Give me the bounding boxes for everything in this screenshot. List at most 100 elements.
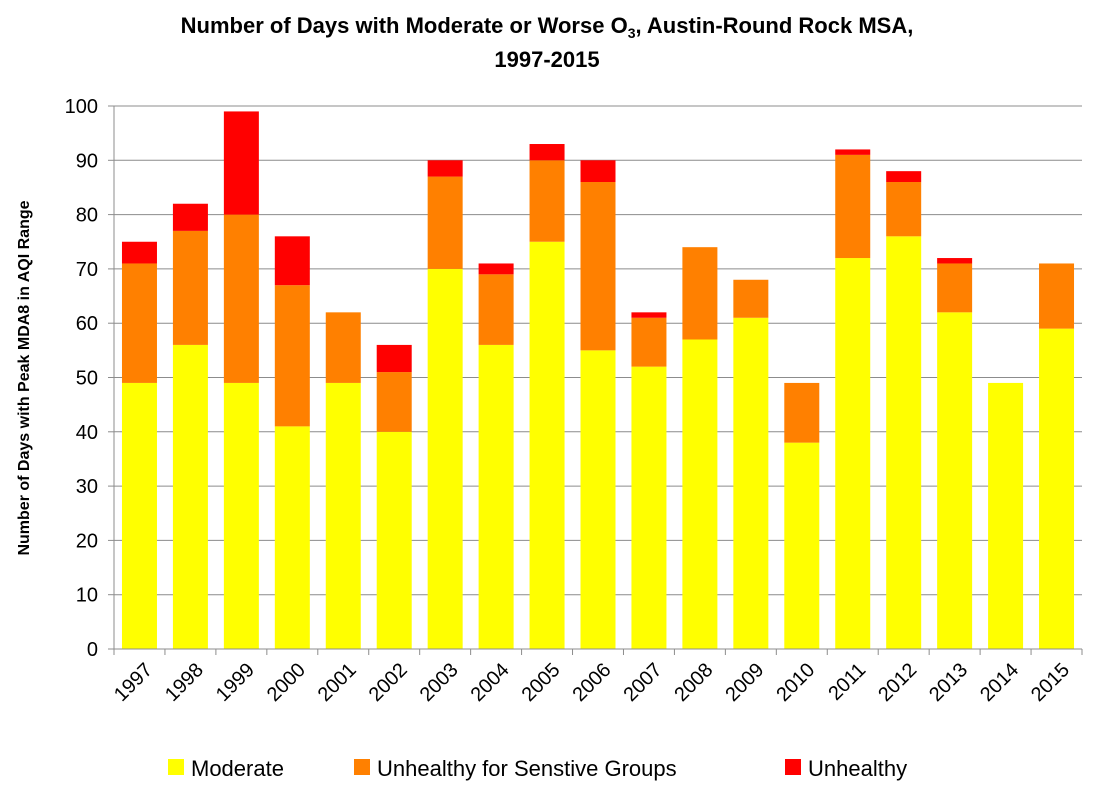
chart-title: Number of Days with Moderate or Worse O3… [0, 10, 1094, 75]
bar-segment [376, 372, 412, 432]
bar-segment [886, 182, 922, 237]
bar-segment [274, 426, 310, 649]
bar-segment [274, 236, 310, 286]
x-tick-label: 2014 [976, 659, 1023, 706]
bar-segment [376, 344, 412, 373]
legend-label: Moderate [191, 756, 284, 781]
bar-segment [937, 263, 973, 313]
bar-segment [835, 258, 871, 649]
bar-segment [427, 268, 463, 649]
bar-segment [886, 171, 922, 183]
bar-segment [682, 339, 718, 649]
x-tick-label: 2010 [772, 659, 819, 706]
legend: Moderate Unhealthy for Senstive Groups Unh… [168, 756, 907, 781]
y-tick-label: 90 [76, 150, 98, 172]
x-tick-label: 2004 [467, 659, 514, 706]
bar-segment [937, 312, 973, 649]
bar-segment [325, 312, 361, 383]
legend-item: Unhealthy for Senstive Groups [354, 756, 677, 781]
x-tick-label: 2013 [925, 659, 972, 706]
title-text: Number of Days with Moderate or Worse O [180, 13, 628, 38]
bar-segment [376, 431, 412, 649]
legend-label: Unhealthy for Senstive Groups [377, 756, 677, 781]
bar-segment [1039, 328, 1075, 649]
y-tick-label: 40 [76, 422, 98, 444]
bar-segment [121, 382, 157, 649]
x-tick-label: 1999 [212, 659, 259, 706]
bar-segment [427, 160, 463, 177]
y-tick-label: 50 [76, 368, 98, 390]
bar-segment [529, 144, 565, 161]
bar-segment [580, 182, 616, 351]
legend-label: Unhealthy [808, 756, 907, 781]
bar-segment [121, 241, 157, 264]
bar-segment [274, 285, 310, 427]
legend-item: Unhealthy [785, 756, 907, 781]
x-tick-label: 2005 [518, 659, 565, 706]
bar-segment [631, 312, 667, 318]
bar-segment [172, 203, 208, 231]
x-tick-label: 2012 [874, 659, 921, 706]
legend-swatch [354, 759, 370, 775]
bar-segment [580, 160, 616, 183]
bar-segment [223, 111, 259, 215]
bars [121, 111, 1075, 649]
bar-segment [631, 317, 667, 367]
bar-segment [478, 344, 514, 649]
bar-segment [223, 382, 259, 649]
x-tick-label: 1997 [110, 659, 157, 706]
bar-segment [478, 263, 514, 275]
title-subscript: 3 [627, 25, 636, 41]
y-tick-label: 80 [76, 205, 98, 227]
bar-segment [172, 230, 208, 345]
bar-segment [835, 154, 871, 259]
legend-item: Moderate [168, 756, 284, 781]
bar-segment [988, 382, 1024, 649]
y-tick-label: 70 [76, 259, 98, 281]
bar-segment [325, 382, 361, 649]
y-tick-label: 0 [87, 639, 98, 661]
bar-segment [631, 366, 667, 649]
y-tick-label: 100 [65, 96, 98, 118]
x-tick-labels: 1997 1998 1999 2000 2001 2002 2003 2004 2005 2006… [110, 659, 1074, 706]
legend-swatch [785, 759, 801, 775]
bar-segment [886, 236, 922, 649]
bar-segment [172, 344, 208, 649]
bar-segment [1039, 263, 1075, 329]
x-tick-label: 2003 [416, 659, 463, 706]
chart-title-line2: 1997-2015 [494, 47, 600, 72]
bar-segment [529, 160, 565, 242]
title-text-end: , Austin-Round Rock MSA, [635, 13, 914, 38]
x-tick-label: 2008 [670, 659, 717, 706]
x-tick-label: 2011 [824, 659, 870, 705]
y-axis-label: Number of Days with Peak MDA8 in AQI Ran… [16, 200, 33, 555]
bar-segment [478, 274, 514, 345]
axes [113, 106, 1083, 655]
bar-segment [733, 279, 769, 318]
bar-segment [937, 258, 973, 264]
x-tick-label: 2015 [1027, 659, 1074, 706]
bar-segment [733, 317, 769, 649]
bar-segment [427, 176, 463, 269]
bar-segment [784, 442, 820, 649]
y-tick-label: 10 [76, 585, 98, 607]
y-tick-label: 30 [76, 476, 98, 498]
x-tick-label: 2007 [619, 659, 666, 706]
bar-segment [121, 263, 157, 383]
bar-segment [223, 214, 259, 383]
legend-swatch [168, 759, 184, 775]
x-tick-label: 1998 [161, 659, 208, 706]
x-tick-label: 2009 [721, 659, 768, 706]
x-tick-label: 2006 [569, 659, 616, 706]
x-tick-label: 2002 [365, 659, 412, 706]
bar-segment [835, 149, 871, 155]
y-tick-labels: 0 10 20 30 40 50 60 70 80 90 100 [65, 96, 98, 661]
x-tick-label: 2001 [314, 659, 361, 706]
y-tick-label: 60 [76, 313, 98, 335]
chart-title-line1: Number of Days with Moderate or Worse O3… [0, 10, 1094, 44]
bar-segment [580, 350, 616, 649]
bar-segment [529, 241, 565, 649]
bar-segment [682, 247, 718, 340]
y-tick-label: 20 [76, 530, 98, 552]
